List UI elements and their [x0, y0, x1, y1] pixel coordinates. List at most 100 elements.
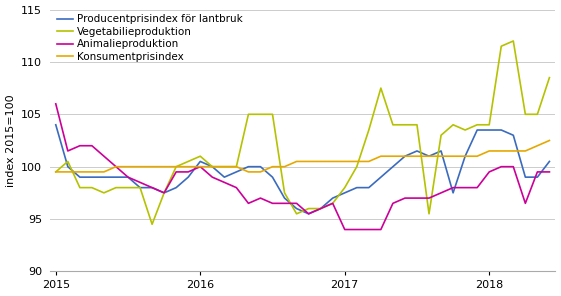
Vegetabilieproduktion — [161, 191, 168, 195]
Vegetabilieproduktion — [89, 186, 95, 189]
Vegetabilieproduktion — [413, 123, 420, 127]
Animalieproduktion — [269, 202, 276, 205]
Animalieproduktion — [173, 170, 180, 174]
Vegetabilieproduktion — [221, 165, 228, 168]
Producentprisindex för lantbruk — [438, 149, 444, 153]
Konsumentprisindex — [389, 155, 396, 158]
Vegetabilieproduktion — [402, 123, 408, 127]
Konsumentprisindex — [486, 149, 493, 153]
Vegetabilieproduktion — [293, 212, 300, 215]
Konsumentprisindex — [281, 165, 288, 168]
Vegetabilieproduktion — [462, 128, 468, 132]
Vegetabilieproduktion — [257, 112, 264, 116]
Vegetabilieproduktion — [305, 207, 312, 210]
Animalieproduktion — [413, 196, 420, 200]
Konsumentprisindex — [89, 170, 95, 174]
Producentprisindex för lantbruk — [546, 160, 553, 163]
Producentprisindex för lantbruk — [522, 175, 528, 179]
Animalieproduktion — [534, 170, 541, 174]
Konsumentprisindex — [137, 165, 144, 168]
Konsumentprisindex — [546, 139, 553, 142]
Konsumentprisindex — [221, 165, 228, 168]
Konsumentprisindex — [534, 144, 541, 147]
Line: Vegetabilieproduktion: Vegetabilieproduktion — [56, 41, 549, 224]
Vegetabilieproduktion — [353, 165, 360, 168]
Producentprisindex för lantbruk — [137, 186, 144, 189]
Animalieproduktion — [137, 181, 144, 184]
Vegetabilieproduktion — [522, 112, 528, 116]
Y-axis label: index 2015=100: index 2015=100 — [6, 94, 16, 187]
Producentprisindex för lantbruk — [125, 175, 131, 179]
Producentprisindex för lantbruk — [113, 175, 119, 179]
Animalieproduktion — [185, 170, 191, 174]
Konsumentprisindex — [209, 165, 215, 168]
Animalieproduktion — [281, 202, 288, 205]
Animalieproduktion — [498, 165, 505, 168]
Producentprisindex för lantbruk — [185, 175, 191, 179]
Animalieproduktion — [462, 186, 468, 189]
Animalieproduktion — [402, 196, 408, 200]
Konsumentprisindex — [305, 160, 312, 163]
Vegetabilieproduktion — [185, 160, 191, 163]
Producentprisindex för lantbruk — [269, 175, 276, 179]
Konsumentprisindex — [125, 165, 131, 168]
Konsumentprisindex — [413, 155, 420, 158]
Animalieproduktion — [353, 228, 360, 231]
Konsumentprisindex — [100, 170, 107, 174]
Vegetabilieproduktion — [52, 170, 59, 174]
Animalieproduktion — [149, 186, 155, 189]
Producentprisindex för lantbruk — [209, 165, 215, 168]
Vegetabilieproduktion — [65, 160, 71, 163]
Konsumentprisindex — [149, 165, 155, 168]
Konsumentprisindex — [197, 165, 204, 168]
Producentprisindex för lantbruk — [281, 196, 288, 200]
Konsumentprisindex — [161, 165, 168, 168]
Konsumentprisindex — [52, 170, 59, 174]
Konsumentprisindex — [438, 155, 444, 158]
Vegetabilieproduktion — [113, 186, 119, 189]
Producentprisindex för lantbruk — [426, 155, 433, 158]
Konsumentprisindex — [342, 160, 348, 163]
Vegetabilieproduktion — [450, 123, 457, 127]
Konsumentprisindex — [450, 155, 457, 158]
Animalieproduktion — [546, 170, 553, 174]
Vegetabilieproduktion — [546, 76, 553, 79]
Vegetabilieproduktion — [281, 191, 288, 195]
Producentprisindex för lantbruk — [76, 175, 83, 179]
Line: Konsumentprisindex: Konsumentprisindex — [56, 141, 549, 172]
Producentprisindex för lantbruk — [100, 175, 107, 179]
Vegetabilieproduktion — [149, 223, 155, 226]
Animalieproduktion — [318, 207, 324, 210]
Konsumentprisindex — [269, 165, 276, 168]
Producentprisindex för lantbruk — [450, 191, 457, 195]
Vegetabilieproduktion — [426, 212, 433, 215]
Konsumentprisindex — [65, 170, 71, 174]
Vegetabilieproduktion — [197, 155, 204, 158]
Animalieproduktion — [342, 228, 348, 231]
Konsumentprisindex — [329, 160, 336, 163]
Konsumentprisindex — [522, 149, 528, 153]
Vegetabilieproduktion — [342, 186, 348, 189]
Animalieproduktion — [293, 202, 300, 205]
Producentprisindex för lantbruk — [413, 149, 420, 153]
Line: Producentprisindex för lantbruk: Producentprisindex för lantbruk — [56, 125, 549, 214]
Producentprisindex för lantbruk — [197, 160, 204, 163]
Animalieproduktion — [161, 191, 168, 195]
Konsumentprisindex — [365, 160, 372, 163]
Vegetabilieproduktion — [245, 112, 252, 116]
Vegetabilieproduktion — [318, 207, 324, 210]
Animalieproduktion — [197, 165, 204, 168]
Producentprisindex för lantbruk — [353, 186, 360, 189]
Vegetabilieproduktion — [125, 186, 131, 189]
Animalieproduktion — [510, 165, 517, 168]
Vegetabilieproduktion — [233, 165, 240, 168]
Konsumentprisindex — [474, 155, 481, 158]
Animalieproduktion — [522, 202, 528, 205]
Animalieproduktion — [65, 149, 71, 153]
Animalieproduktion — [245, 202, 252, 205]
Konsumentprisindex — [462, 155, 468, 158]
Producentprisindex för lantbruk — [52, 123, 59, 127]
Vegetabilieproduktion — [486, 123, 493, 127]
Producentprisindex för lantbruk — [65, 165, 71, 168]
Konsumentprisindex — [113, 165, 119, 168]
